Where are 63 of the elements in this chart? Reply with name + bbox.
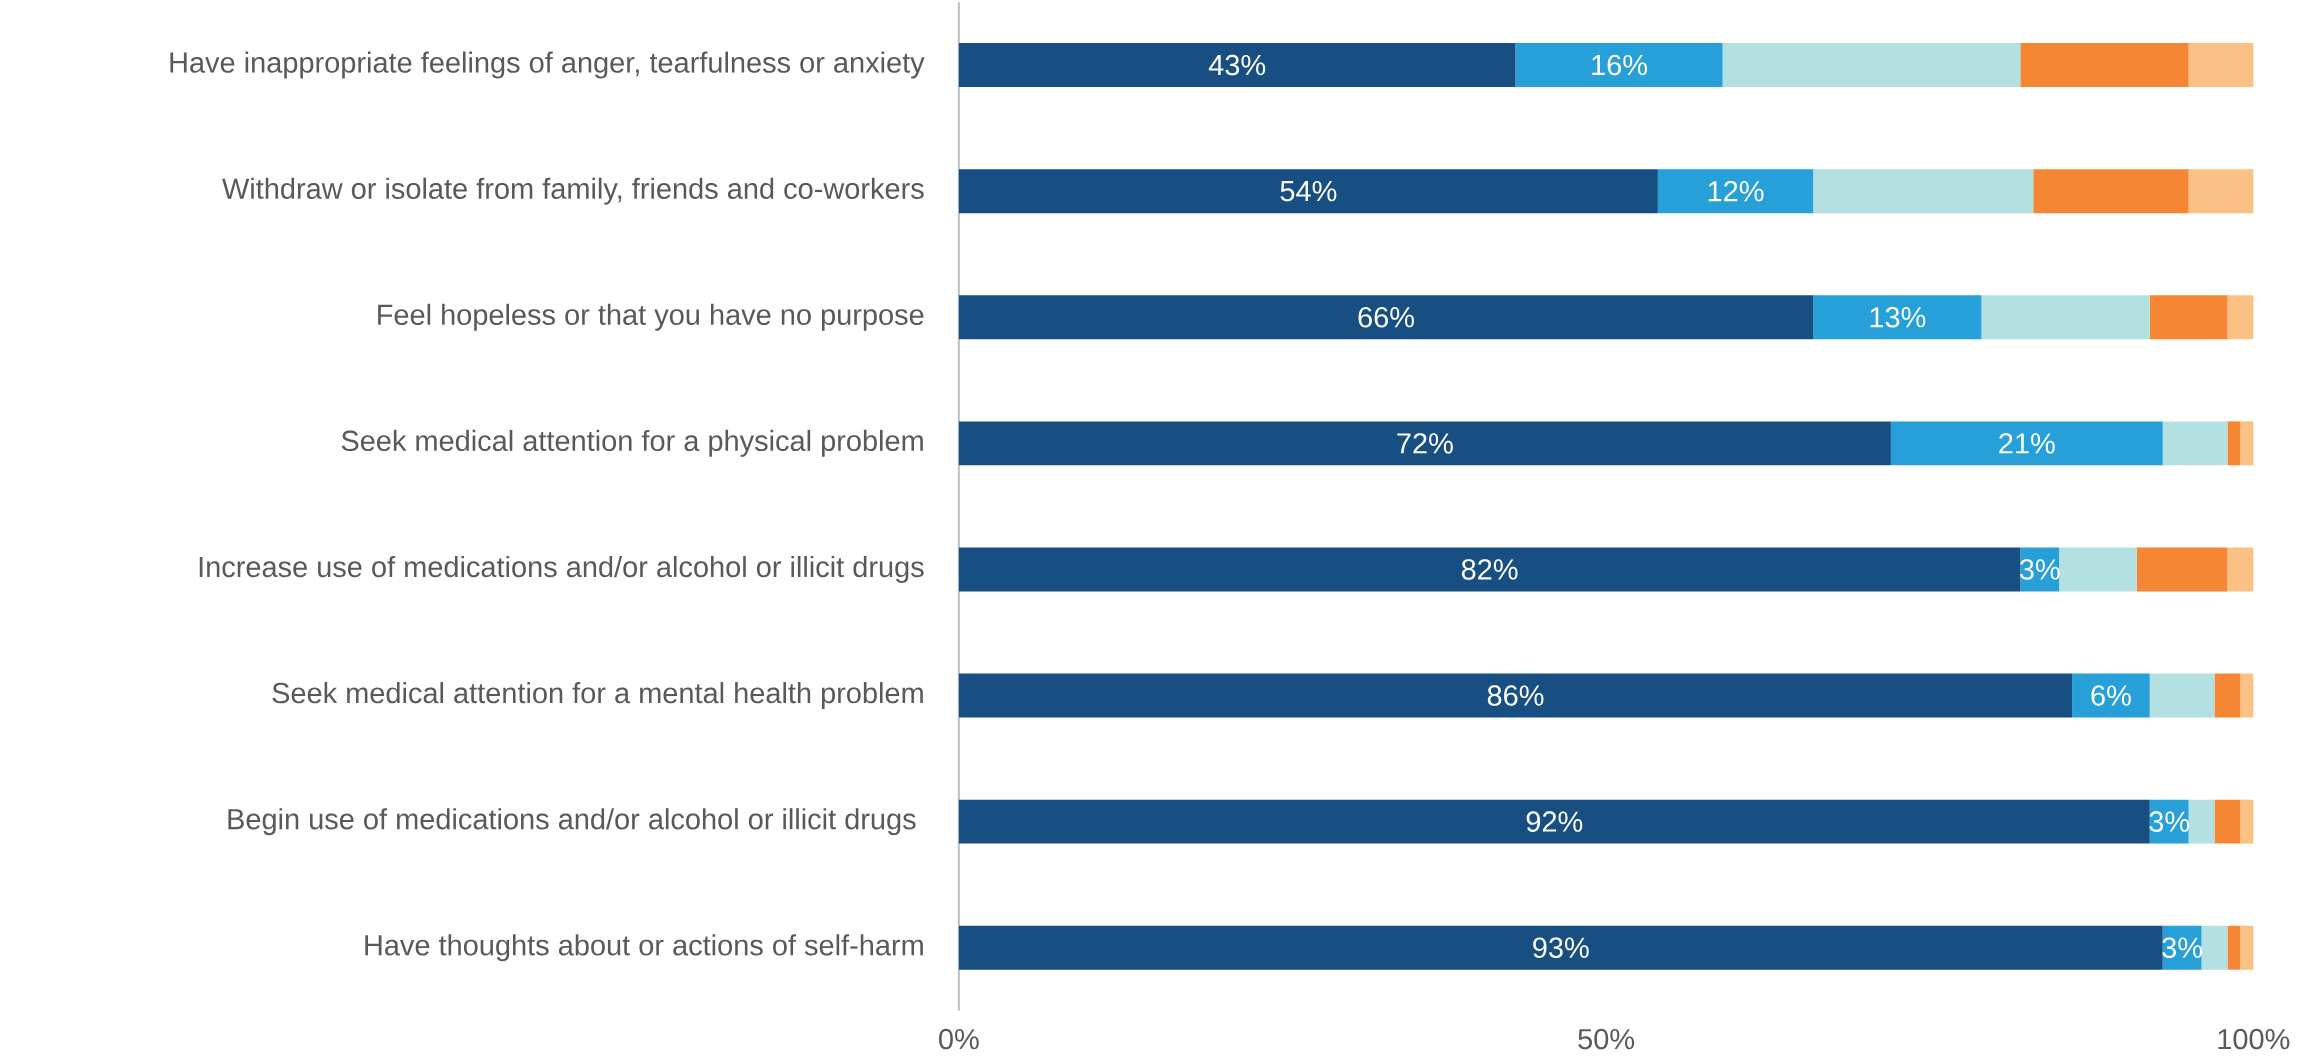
data-label: 66% [1358,306,1415,328]
bar [2149,295,2228,340]
data-label: 82% [1461,559,1518,580]
bar [2188,169,2254,214]
bar [958,547,2021,592]
y-tick-label: Feel hopeless or that you have no purpose [378,303,924,331]
bar [2240,799,2254,844]
bar [2162,421,2228,466]
y-tick-label: Have thoughts about or actions of self-harm [365,934,923,962]
data-label: 3% [2149,811,2190,832]
bar [1722,43,2021,88]
data-label: 12% [1708,180,1764,202]
data-label: 72% [1397,433,1453,454]
bar [958,421,1891,466]
y-tick-label: Seek medical attention for a mental health problem [272,682,923,710]
bar [1813,169,2034,214]
y-tick-label: Begin use of medications and/or alcohol or illicit drugs [228,808,916,836]
bar [2227,925,2241,970]
bar [2240,925,2254,970]
bar [1657,169,1814,214]
bar [1981,295,2150,340]
bar [2214,673,2241,718]
bar [1813,295,1982,340]
data-label: 13% [1870,306,1926,328]
bar [958,925,2163,970]
bar [958,295,1814,340]
x-tick-label: 0% [939,1028,979,1050]
data-label: 54% [1280,180,1337,202]
data-label: 3% [2162,937,2203,958]
bar [2188,799,2215,844]
bar [2214,799,2241,844]
bar [1515,43,1723,88]
bar [2240,421,2254,466]
bar [2227,421,2241,466]
y-tick-label: Withdraw or isolate from family, friends and co-workers [222,177,924,205]
data-label: 6% [2091,685,2131,706]
bar [2033,169,2189,214]
bar [958,169,1658,214]
data-label: 92% [1526,811,1583,832]
bar [958,799,2150,844]
data-label: 43% [1208,54,1266,76]
bar [2020,43,2189,88]
data-label: 86% [1487,685,1544,706]
bar [1890,421,2163,466]
bar [2201,925,2228,970]
bar [2059,547,2137,592]
bar [2240,673,2254,718]
bar [2072,673,2150,718]
bar [2227,295,2254,340]
x-tick-label: 50% [1578,1028,1635,1050]
bar [2227,547,2254,592]
y-tick-label: Have inappropriate feelings of anger, tearfulness or anxiety [170,51,925,79]
x-tick-label: 100% [2218,1028,2290,1050]
y-tick-label: Increase use of medications and/or alcohol or illicit drugs [199,555,924,583]
bar [958,43,1516,88]
y-tick-label: Seek medical attention for a physical problem [341,429,923,457]
bar [2149,673,2215,718]
data-label: 16% [1592,54,1648,76]
bar [2136,547,2228,592]
bar [2188,43,2254,88]
data-label: 21% [1999,433,2055,454]
bar [958,673,2073,718]
data-label: 93% [1533,937,1589,958]
